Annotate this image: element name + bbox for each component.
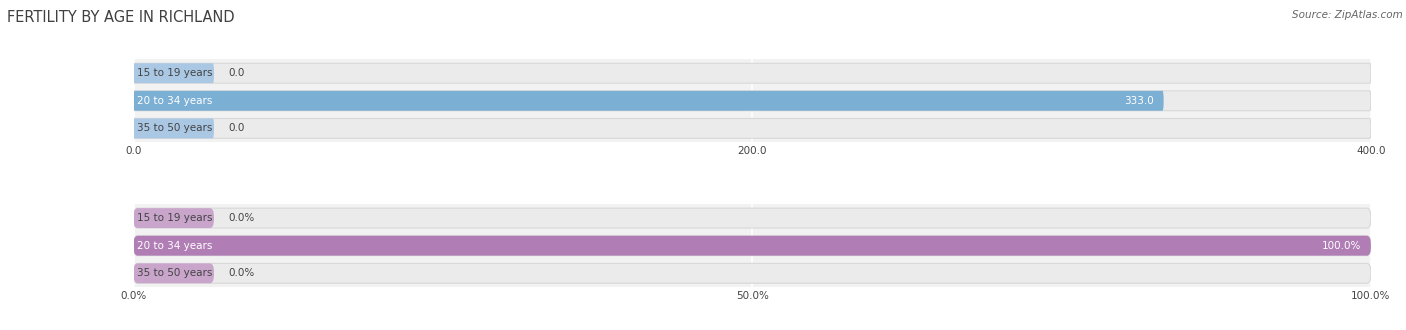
- Text: Source: ZipAtlas.com: Source: ZipAtlas.com: [1292, 10, 1403, 20]
- FancyBboxPatch shape: [134, 118, 214, 138]
- Text: 0.0: 0.0: [229, 123, 245, 133]
- FancyBboxPatch shape: [134, 208, 214, 228]
- FancyBboxPatch shape: [134, 63, 1371, 83]
- FancyBboxPatch shape: [134, 236, 1371, 256]
- Text: 333.0: 333.0: [1123, 96, 1154, 106]
- Text: 0.0: 0.0: [229, 68, 245, 78]
- FancyBboxPatch shape: [134, 118, 1371, 138]
- Text: FERTILITY BY AGE IN RICHLAND: FERTILITY BY AGE IN RICHLAND: [7, 10, 235, 25]
- FancyBboxPatch shape: [134, 263, 1371, 283]
- Text: 100.0%: 100.0%: [1322, 241, 1361, 251]
- Text: 0.0%: 0.0%: [229, 268, 254, 278]
- FancyBboxPatch shape: [134, 263, 214, 283]
- FancyBboxPatch shape: [134, 208, 1371, 228]
- Text: 35 to 50 years: 35 to 50 years: [138, 123, 212, 133]
- Text: 20 to 34 years: 20 to 34 years: [138, 241, 212, 251]
- FancyBboxPatch shape: [134, 91, 1164, 111]
- Text: 20 to 34 years: 20 to 34 years: [138, 96, 212, 106]
- FancyBboxPatch shape: [134, 63, 214, 83]
- Text: 15 to 19 years: 15 to 19 years: [138, 68, 212, 78]
- Text: 35 to 50 years: 35 to 50 years: [138, 268, 212, 278]
- FancyBboxPatch shape: [134, 236, 1371, 256]
- Text: 15 to 19 years: 15 to 19 years: [138, 213, 212, 223]
- FancyBboxPatch shape: [134, 91, 1371, 111]
- Text: 0.0%: 0.0%: [229, 213, 254, 223]
